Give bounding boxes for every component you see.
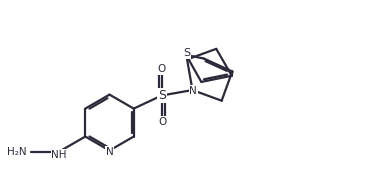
Text: H₂N: H₂N bbox=[7, 147, 26, 157]
Text: O: O bbox=[158, 117, 167, 127]
Text: S: S bbox=[158, 89, 166, 102]
Text: N: N bbox=[105, 147, 114, 157]
Text: NH: NH bbox=[51, 150, 67, 160]
Text: N: N bbox=[189, 86, 197, 96]
Text: O: O bbox=[157, 64, 165, 74]
Text: S: S bbox=[183, 48, 191, 58]
